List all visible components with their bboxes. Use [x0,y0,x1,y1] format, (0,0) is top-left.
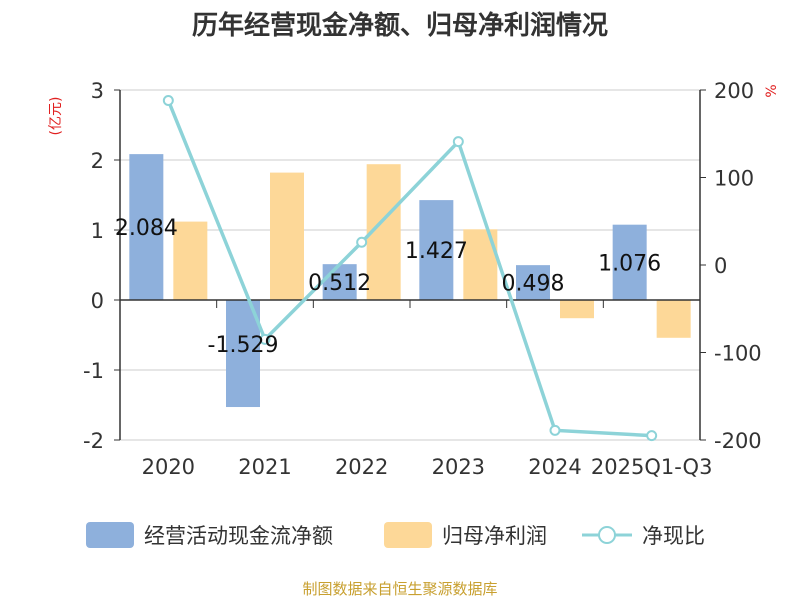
legend: 经营活动现金流净额 归母净利润 净现比 [86,522,705,548]
bar-net-profit [173,221,208,300]
legend-swatch-cash-flow [86,522,134,548]
ratio-point [259,333,271,345]
right-tick-label: 200 [714,79,754,103]
axes: 3 2 1 0 -1 -2 200 100 0 -100 -200 2020 2021 2022 2023 2… [83,79,762,479]
legend-label-ratio: 净现比 [642,524,705,548]
legend-label-net-profit: 归母净利润 [442,524,547,548]
legend-marker-ratio [598,526,616,544]
right-tick-label: 0 [714,254,727,278]
bar-net-profit [270,172,304,300]
right-tick-label: 100 [714,167,754,191]
ratio-point [162,95,174,106]
left-axis-unit: (亿元) [48,97,64,136]
bar-cash-flow [129,154,164,300]
data-label-cash-flow: 1.427 [405,239,468,264]
ratio-point [356,236,368,248]
data-label-cash-flow: 0.498 [502,272,565,297]
right-tick-label: -200 [714,429,762,453]
ratio-line [162,95,658,442]
chart-title: 历年经营现金净额、归母净利润情况 [192,10,608,41]
legend-label-cash-flow: 经营活动现金流净额 [144,524,333,548]
left-tick-label: 2 [91,149,104,173]
bar-cash-flow [322,264,357,300]
data-label-cash-flow: -1.529 [208,333,279,358]
left-tick-label: 3 [91,79,104,103]
bar-net-profit [560,300,594,319]
data-labels: 2.084 -1.529 0.512 1.427 0.498 1.076 [115,216,661,358]
bar-cash-flow [612,224,647,300]
bar-net-profit [656,300,691,338]
category-label: 2022 [335,455,388,479]
data-label-cash-flow: 1.076 [598,251,661,276]
data-label-cash-flow: 0.512 [308,271,371,296]
bar-cash-flow [516,265,550,300]
bar-cash-flow [226,300,260,408]
data-label-cash-flow: 2.084 [115,216,178,241]
legend-swatch-net-profit [384,522,432,548]
left-tick-label: -1 [83,359,104,383]
ratio-point [452,136,464,148]
ratio-line-path [166,99,652,438]
category-label: 2024 [528,455,581,479]
left-tick-label: 1 [91,219,104,243]
ratio-point [549,424,561,436]
ratio-point [646,430,658,442]
left-tick-label: 0 [91,289,104,313]
category-label: 2020 [142,455,195,479]
source-note: 制图数据来自恒生聚源数据库 [302,580,497,598]
right-tick-label: -100 [714,342,762,366]
bars [129,154,691,408]
category-label: 2025Q1-Q3 [591,455,713,479]
bar-cash-flow [419,200,454,300]
left-tick-label: -2 [83,429,104,453]
category-label: 2023 [432,455,485,479]
category-label: 2021 [238,455,291,479]
right-axis-unit: % [764,84,780,97]
